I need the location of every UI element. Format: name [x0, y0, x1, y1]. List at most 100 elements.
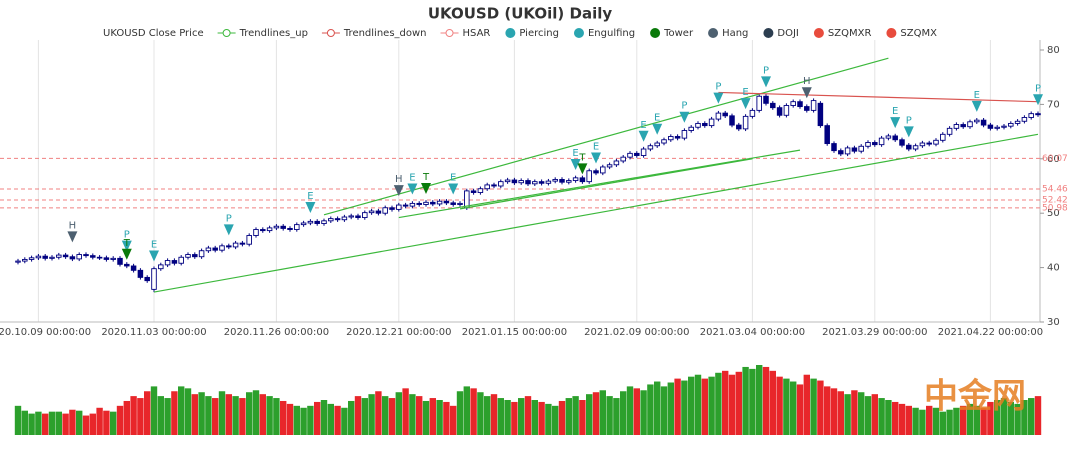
candle-body: [885, 135, 892, 139]
volume-bar: [708, 376, 715, 435]
signal-marker: [801, 87, 812, 99]
volume-bar: [926, 405, 933, 435]
candle-body: [321, 220, 327, 224]
legend-marker: [763, 28, 774, 38]
candle-body: [790, 101, 796, 106]
volume-bar: [171, 391, 178, 435]
candle-body: [137, 269, 144, 278]
signal-label: E: [742, 87, 748, 98]
candle-body: [593, 170, 599, 174]
candle-body: [552, 179, 558, 182]
candle-body: [613, 160, 620, 166]
candle-body: [334, 218, 341, 221]
volume-bar: [613, 398, 620, 435]
volume-bar: [293, 405, 300, 435]
signal-marker: [638, 130, 649, 142]
hsar-label: 52.42: [1042, 196, 1068, 206]
candle-body: [504, 179, 511, 183]
candle-body: [205, 247, 212, 252]
legend-marker: [445, 29, 454, 37]
volume-bar: [144, 391, 151, 435]
candle-body: [464, 190, 470, 209]
candle-body: [416, 202, 422, 205]
signal-marker: [149, 250, 159, 262]
x-tick-label: 2020.11.26 00:00:00: [224, 327, 329, 338]
candle-body: [654, 142, 660, 147]
legend-marker: [505, 28, 516, 38]
volume-bar: [946, 409, 953, 435]
volume-bar: [803, 374, 810, 435]
candle-body: [851, 147, 858, 152]
candle-body: [872, 142, 878, 146]
candle-body: [457, 202, 463, 205]
volume-bar: [762, 366, 770, 435]
volume-bar: [790, 381, 797, 435]
candle-body: [824, 125, 830, 145]
candle-body: [83, 254, 89, 257]
volume-bar: [388, 398, 396, 435]
candle-body: [586, 170, 592, 183]
volume-bar: [484, 396, 491, 435]
candle-body: [960, 124, 966, 128]
candle-body: [906, 144, 912, 150]
volume-bar: [89, 413, 96, 435]
candle-body: [151, 268, 157, 290]
signal-label: P: [715, 82, 721, 93]
candle-body: [314, 220, 320, 224]
trendline: [398, 149, 801, 219]
candle-body: [171, 260, 178, 264]
candle-body: [423, 201, 429, 205]
candle-body: [858, 145, 864, 152]
candle-body: [702, 122, 708, 127]
volume-bar: [518, 398, 525, 435]
candle-body: [90, 255, 96, 258]
volume-bar: [538, 401, 545, 435]
signal-label: H: [803, 76, 811, 87]
signal-marker: [121, 240, 132, 252]
signal-label: P: [124, 230, 130, 241]
volume-bar: [320, 400, 328, 435]
volume-bar: [103, 410, 110, 435]
volume-bar: [531, 400, 538, 435]
volume-bar: [545, 403, 552, 435]
candle-body: [185, 254, 191, 258]
candle-body: [763, 95, 769, 104]
legend-label: HSAR: [463, 28, 491, 39]
candle-body: [35, 255, 42, 259]
volume-bar: [178, 386, 185, 435]
volume-bar: [375, 391, 382, 435]
volume-bar: [96, 407, 103, 435]
volume-bar: [354, 396, 362, 435]
volume-bar: [966, 403, 974, 435]
signal-marker: [223, 224, 234, 236]
volume-bar: [558, 400, 566, 435]
candle-body: [627, 152, 633, 158]
volume-bar: [776, 376, 783, 435]
volume-bar: [565, 398, 572, 435]
candle-body: [280, 225, 286, 229]
candle-body: [69, 256, 76, 260]
volume-bar: [830, 388, 838, 435]
candle-body: [538, 181, 545, 184]
volume-bar: [314, 401, 321, 435]
candle-body: [253, 229, 259, 236]
trendline: [153, 133, 1039, 293]
volume-bar: [898, 403, 906, 435]
candle-body: [239, 242, 246, 245]
volume-bar: [266, 396, 273, 435]
signal-marker: [652, 123, 663, 135]
legend-label: Engulfing: [588, 28, 635, 39]
candle-body: [994, 126, 1000, 129]
legend-label: SZQMX: [900, 28, 937, 39]
candle-body: [878, 137, 885, 146]
volume-bar: [443, 401, 450, 435]
legend-marker: [708, 28, 719, 38]
volume-bar: [640, 390, 647, 435]
candle-body: [912, 145, 919, 150]
volume-bar: [341, 407, 348, 435]
legend-label: Hang: [722, 28, 748, 39]
candle-body: [715, 112, 722, 120]
candle-body: [273, 225, 280, 229]
signal-label: E: [450, 173, 456, 184]
volume-bar: [497, 398, 504, 435]
